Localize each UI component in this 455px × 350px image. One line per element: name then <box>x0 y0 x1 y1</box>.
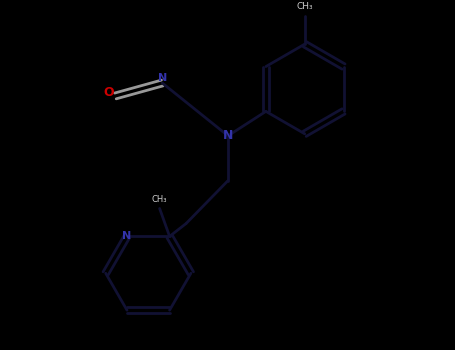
Text: O: O <box>103 86 114 99</box>
Text: CH₃: CH₃ <box>152 195 167 203</box>
Text: N: N <box>122 231 131 242</box>
Text: N: N <box>223 129 233 142</box>
Text: N: N <box>157 73 167 83</box>
Text: CH₃: CH₃ <box>296 2 313 11</box>
